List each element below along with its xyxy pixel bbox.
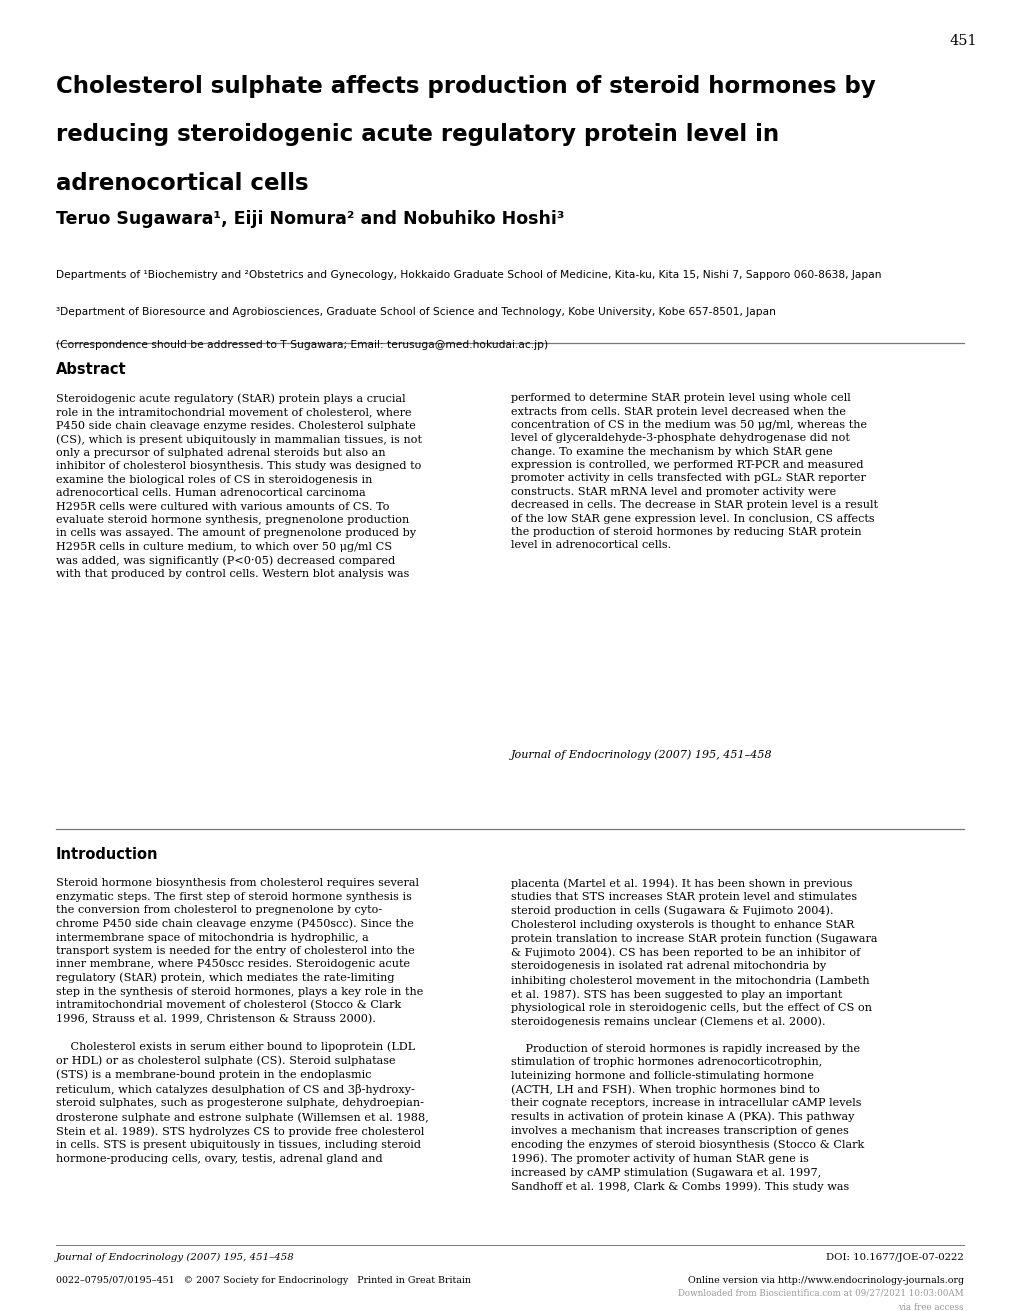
Text: Steroidogenic acute regulatory (StAR) protein plays a crucial
role in the intram: Steroidogenic acute regulatory (StAR) pr…	[56, 393, 422, 579]
Text: adrenocortical cells: adrenocortical cells	[56, 172, 309, 195]
Text: DOI: 10.1677/JOE-07-0222: DOI: 10.1677/JOE-07-0222	[825, 1253, 963, 1262]
Text: Abstract: Abstract	[56, 362, 126, 376]
Text: via free access: via free access	[898, 1303, 963, 1311]
Text: Journal of Endocrinology (2007) 195, 451–458: Journal of Endocrinology (2007) 195, 451…	[56, 1253, 294, 1262]
Text: Teruo Sugawara¹, Eiji Nomura² and Nobuhiko Hoshi³: Teruo Sugawara¹, Eiji Nomura² and Nobuhi…	[56, 210, 564, 228]
Text: 451: 451	[949, 34, 976, 49]
Text: reducing steroidogenic acute regulatory protein level in: reducing steroidogenic acute regulatory …	[56, 123, 779, 147]
Text: placenta (Martel et al. 1994). It has been shown in previous
studies that STS in: placenta (Martel et al. 1994). It has be…	[510, 878, 876, 1193]
Text: Departments of ¹Biochemistry and ²Obstetrics and Gynecology, Hokkaido Graduate S: Departments of ¹Biochemistry and ²Obstet…	[56, 270, 880, 281]
Text: (Correspondence should be addressed to T Sugawara; Email: terusuga@med.hokudai.a: (Correspondence should be addressed to T…	[56, 340, 547, 350]
Text: Steroid hormone biosynthesis from cholesterol requires several
enzymatic steps. : Steroid hormone biosynthesis from choles…	[56, 878, 428, 1164]
Text: Journal of Endocrinology (2007) 195, 451–458: Journal of Endocrinology (2007) 195, 451…	[510, 750, 771, 760]
Text: ³Department of Bioresource and Agrobiosciences, Graduate School of Science and T: ³Department of Bioresource and Agrobiosc…	[56, 307, 775, 317]
Text: Introduction: Introduction	[56, 847, 158, 861]
Text: Downloaded from Bioscientifica.com at 09/27/2021 10:03:00AM: Downloaded from Bioscientifica.com at 09…	[678, 1289, 963, 1298]
Text: Cholesterol sulphate affects production of steroid hormones by: Cholesterol sulphate affects production …	[56, 75, 875, 98]
Text: performed to determine StAR protein level using whole cell
extracts from cells. : performed to determine StAR protein leve…	[510, 393, 876, 551]
Text: 0022–0795/07/0195–451   © 2007 Society for Endocrinology   Printed in Great Brit: 0022–0795/07/0195–451 © 2007 Society for…	[56, 1276, 471, 1285]
Text: Online version via http://www.endocrinology-journals.org: Online version via http://www.endocrinol…	[687, 1276, 963, 1285]
